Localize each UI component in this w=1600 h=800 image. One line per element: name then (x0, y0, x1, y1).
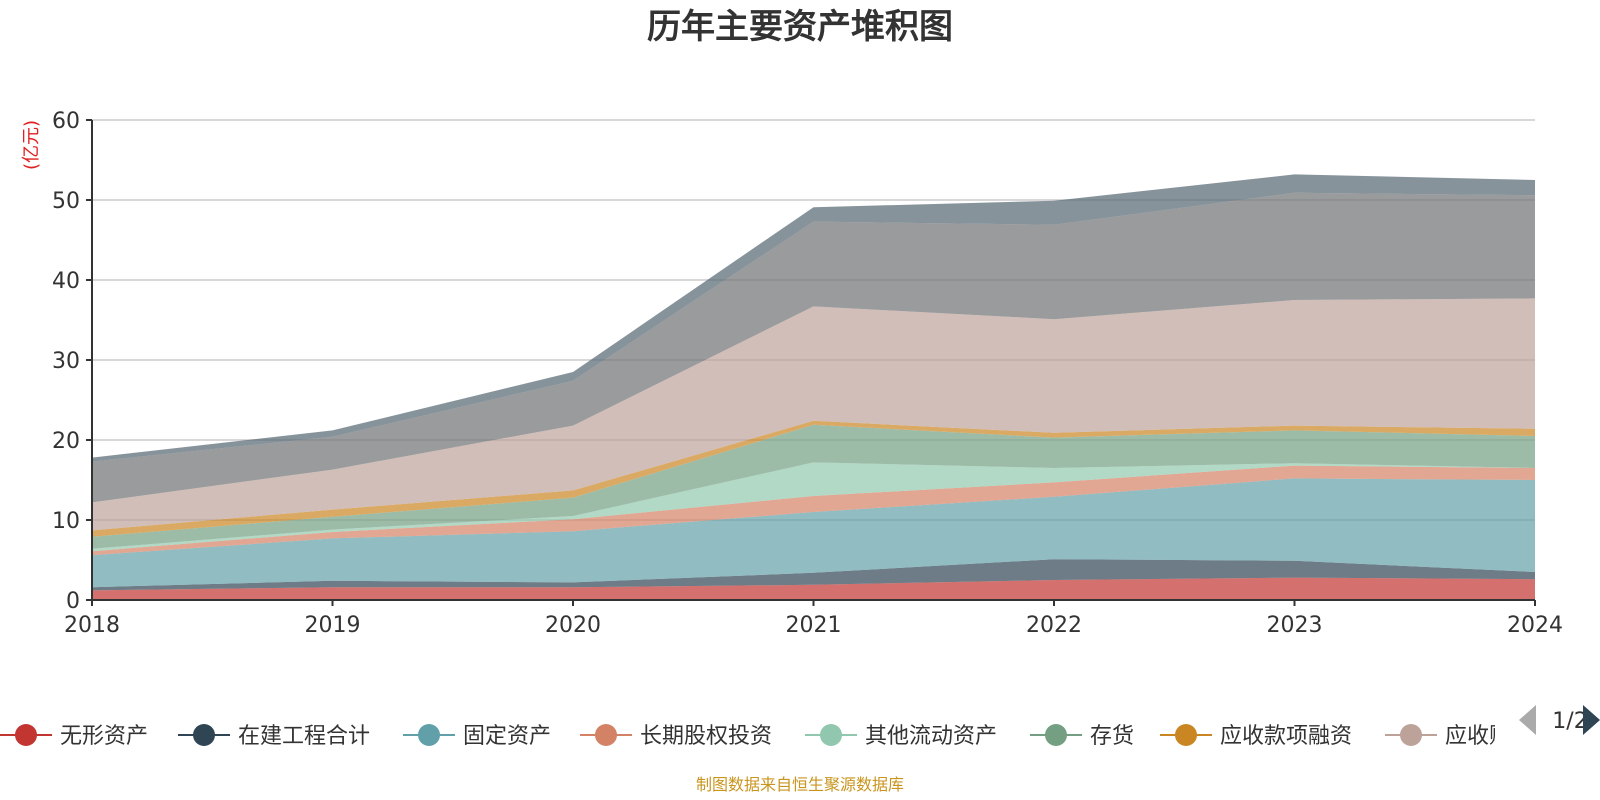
y-tick-label: 60 (52, 109, 80, 134)
legend-marker (15, 724, 37, 746)
legend-pager: 1/2 (1519, 705, 1600, 735)
area-series-6 (92, 420, 1535, 537)
legend-item[interactable]: 应收账款 (1385, 724, 1533, 749)
area-series-3 (92, 465, 1535, 556)
legend-marker (820, 724, 842, 746)
area-series-2 (92, 478, 1535, 588)
y-unit-label: (亿元) (21, 120, 42, 170)
legend-item[interactable]: 长期股权投资 (580, 724, 772, 749)
legend-item[interactable]: 存货 (1030, 724, 1134, 749)
x-tick-label: 2022 (1026, 613, 1082, 638)
area-series (92, 174, 1535, 600)
area-series-8 (92, 192, 1535, 503)
legend-marker (1045, 724, 1067, 746)
x-tick-label: 2021 (786, 613, 842, 638)
legend-label: 在建工程合计 (238, 724, 370, 749)
y-tick-label: 10 (52, 509, 80, 534)
legend-page-indicator: 1/2 (1552, 709, 1587, 734)
data-source-footer: 制图数据来自恒生聚源数据库 (696, 775, 904, 794)
area-series-0 (92, 577, 1535, 600)
y-tick-labels: 0 10 20 30 40 50 60 (52, 109, 92, 614)
y-tick-label: 20 (52, 429, 80, 454)
legend-label: 应收账款 (1445, 724, 1533, 749)
legend-prev-icon[interactable] (1519, 705, 1536, 735)
x-tick-label: 2020 (545, 613, 601, 638)
legend-label: 应收款项融资 (1220, 724, 1352, 749)
legend-marker (418, 724, 440, 746)
y-tick-label: 50 (52, 189, 80, 214)
y-tick-label: 40 (52, 269, 80, 294)
y-tick-label: 0 (66, 589, 80, 614)
legend-marker (193, 724, 215, 746)
legend-item[interactable]: 其他流动资产 (805, 724, 997, 749)
legend-items: 无形资产 在建工程合计 固定资产 长期股权投资 其他流动资产 存货 应收款项融资 应收账款 (0, 724, 1533, 749)
x-tick-label: 2024 (1507, 613, 1563, 638)
y-tick-label: 30 (52, 349, 80, 374)
legend-item[interactable]: 固定资产 (403, 724, 551, 749)
x-tick-label: 2023 (1267, 613, 1323, 638)
area-series-4 (92, 462, 1535, 552)
legend-label: 其他流动资产 (865, 724, 997, 749)
legend-marker (1400, 724, 1422, 746)
legend-label: 长期股权投资 (640, 724, 772, 749)
legend-label: 固定资产 (463, 724, 551, 749)
chart-title: 历年主要资产堆积图 (647, 7, 953, 47)
x-tick-label: 2019 (305, 613, 361, 638)
legend-label: 存货 (1090, 724, 1134, 749)
legend-item[interactable]: 无形资产 (0, 724, 148, 749)
legend-item[interactable]: 应收款项融资 (1160, 724, 1352, 749)
area-series-5 (92, 424, 1535, 549)
legend-item[interactable]: 在建工程合计 (178, 724, 370, 749)
area-series-7 (92, 298, 1535, 531)
legend-label: 无形资产 (60, 724, 148, 749)
legend-marker (595, 724, 617, 746)
area-series-1 (92, 559, 1535, 591)
legend-next-icon[interactable] (1583, 705, 1600, 735)
x-tick-label: 2018 (64, 613, 120, 638)
legend-marker (1175, 724, 1197, 746)
x-tick-labels: 2018 2019 2020 2021 2022 2023 2024 (64, 600, 1563, 638)
legend: 无形资产 在建工程合计 固定资产 长期股权投资 其他流动资产 存货 应收款项融资 应收账款 (0, 724, 1533, 749)
